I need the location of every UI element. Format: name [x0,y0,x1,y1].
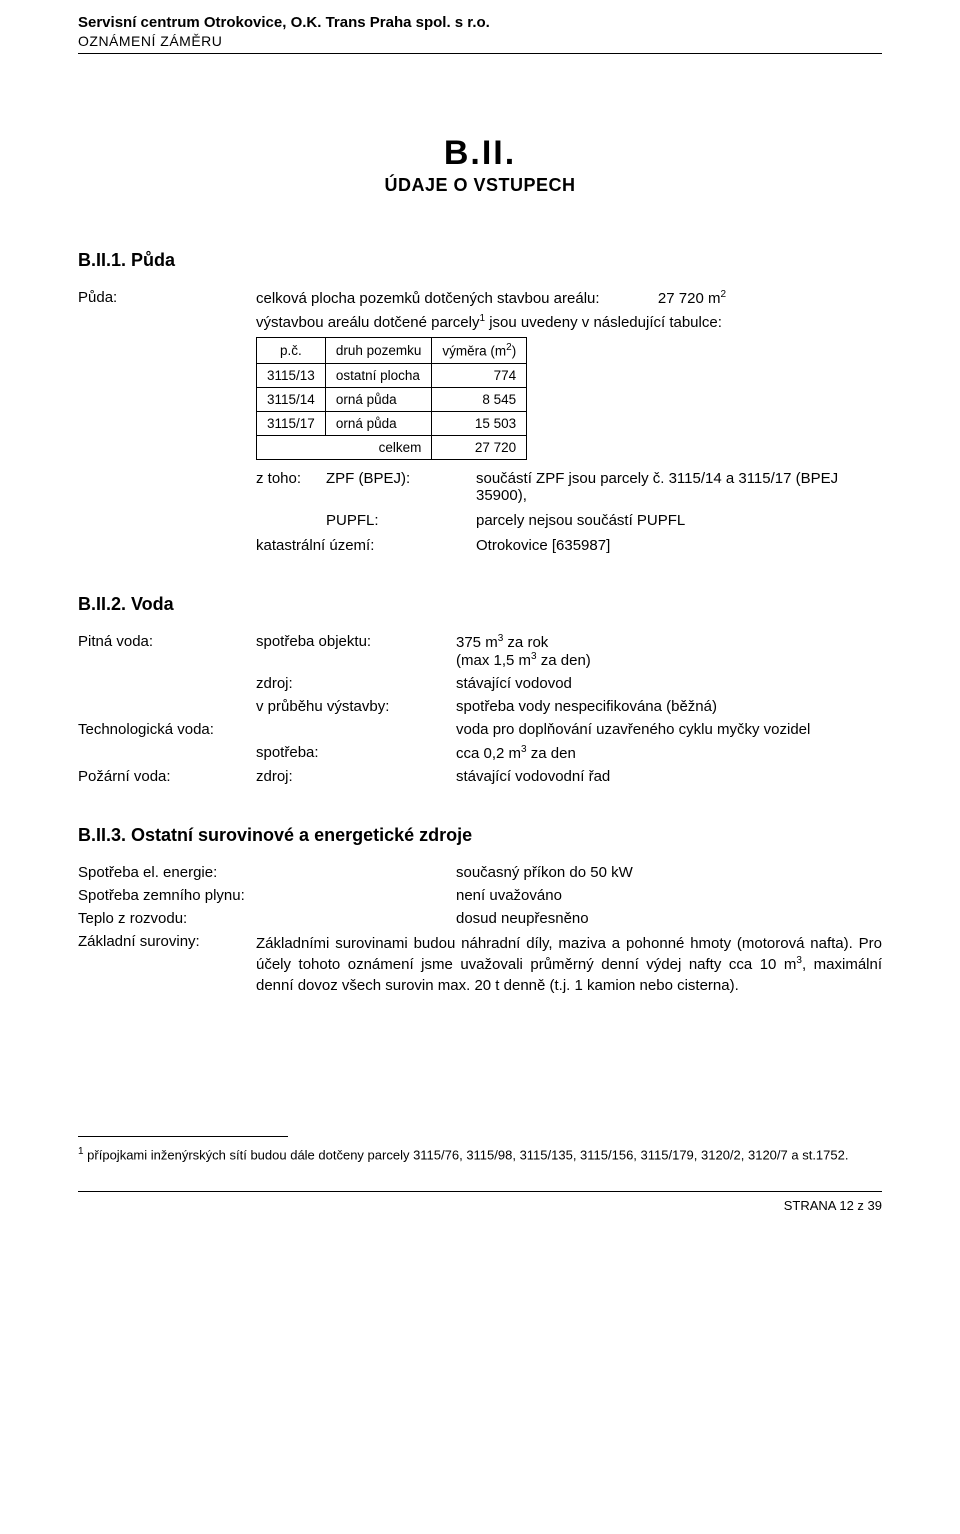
parcel-table: p.č. druh pozemku výměra (m2) 3115/13 os… [256,337,527,460]
cell: 3115/14 [257,387,326,411]
cell: orná půda [325,411,432,435]
pozar-label: Požární voda: [78,768,256,785]
sum-value: 27 720 [432,435,527,459]
th-vymera: výměra (m2) [432,338,527,364]
subsection-b1-title: B.II.1. Půda [78,250,882,271]
zpf-label: ZPF (BPEJ): [326,470,476,504]
section-code: B.II. [78,134,882,173]
plyn-value: není uvažováno [456,887,882,904]
th-druh: druh pozemku [325,338,432,364]
pozar-zdroj-label: zdroj: [256,768,456,785]
footnote-text: přípojkami inženýrských sítí budou dále … [84,1148,849,1163]
table-row: 3115/13 ostatní plocha 774 [257,363,527,387]
teplo-label: Teplo z rozvodu: [78,910,456,927]
tech-value: voda pro doplňování uzavřeného cyklu myč… [456,721,882,738]
spacer [78,313,256,331]
z-toho-label: z toho: [256,470,326,504]
header-rule [78,53,882,54]
zpf-value: součástí ZPF jsou parcely č. 3115/14 a 3… [476,470,882,504]
spacer [78,675,256,692]
table-row: 3115/14 orná půda 8 545 [257,387,527,411]
b1-area-value: 27 720 m [658,290,721,307]
section-name: ÚDAJE O VSTUPECH [78,175,882,196]
spotreba-value: cca 0,2 m3 za den [456,744,882,762]
spacer [256,512,326,529]
pitna-label: Pitná voda: [78,633,256,669]
b1-table-intro-post: jsou uvedeny v následující tabulce: [485,314,722,331]
b1-table-intro-pre: výstavbou areálu dotčené parcely [256,314,479,331]
subsection-b2-title: B.II.2. Voda [78,594,882,615]
spotreba-label: spotřeba: [256,744,456,762]
cell: ostatní plocha [325,363,432,387]
header-title: Servisní centrum Otrokovice, O.K. Trans … [78,14,882,31]
subsection-b3-title: B.II.3. Ostatní surovinové a energetické… [78,825,882,846]
spotreba-obj-label: spotřeba objektu: [256,633,456,669]
table-row: 3115/17 orná půda 15 503 [257,411,527,435]
table-header-row: p.č. druh pozemku výměra (m2) [257,338,527,364]
cell: 3115/17 [257,411,326,435]
kat-value: Otrokovice [635987] [476,537,882,554]
zdroj-label: zdroj: [256,675,456,692]
cell: 774 [432,363,527,387]
spacer [78,698,256,715]
cell: 8 545 [432,387,527,411]
b1-area-intro-text: celková plocha pozemků dotčených stavbou… [256,290,600,307]
vystavba-label: v průběhu výstavby: [256,698,456,715]
el-label: Spotřeba el. energie: [78,864,456,881]
spotreba-obj-value: 375 m3 za rok (max 1,5 m3 za den) [456,633,882,669]
b1-table-intro: výstavbou areálu dotčené parcely1 jsou u… [256,313,882,331]
zakl-text: Základními surovinami budou náhradní díl… [256,933,882,997]
cell: 15 503 [432,411,527,435]
vystavba-value: spotřeba vody nespecifikována (běžná) [456,698,882,715]
cell: orná půda [325,387,432,411]
spacer [78,744,256,762]
pozar-zdroj-value: stávající vodovodní řad [456,768,882,785]
header-subtitle: OZNÁMENÍ ZÁMĚRU [78,31,882,53]
spacer [256,721,456,738]
tech-label: Technologická voda: [78,721,256,738]
footnote-separator [78,1136,288,1137]
zakl-label: Základní suroviny: [78,933,256,950]
table-sum-row: celkem 27 720 [257,435,527,459]
kat-label: katastrální území: [256,537,476,554]
cell: 3115/13 [257,363,326,387]
pupfl-label: PUPFL: [326,512,476,529]
b1-area-intro: celková plocha pozemků dotčených stavbou… [256,289,882,307]
footnote: 1 přípojkami inženýrských sítí budou dál… [78,1145,882,1165]
b1-area-sup: 2 [720,289,726,300]
zdroj-value: stávající vodovod [456,675,882,692]
plyn-label: Spotřeba zemního plynu: [78,887,456,904]
teplo-value: dosud neupřesněno [456,910,882,927]
sum-label: celkem [257,435,432,459]
el-value: současný příkon do 50 kW [456,864,882,881]
page-footer: STRANA 12 z 39 [78,1191,882,1213]
pupfl-value: parcely nejsou součástí PUPFL [476,512,882,529]
b1-label: Půda: [78,289,256,307]
th-pc: p.č. [257,338,326,364]
